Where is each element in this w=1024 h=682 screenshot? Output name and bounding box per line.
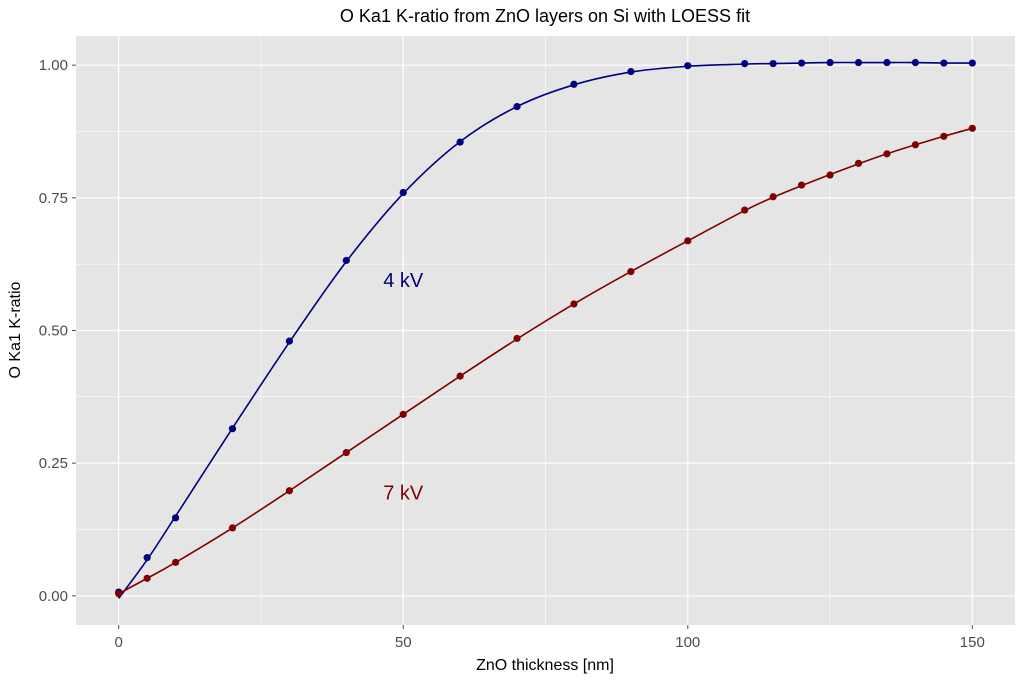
data-point-series-2 [826,171,834,179]
data-point-series-2 [883,150,891,158]
x-tick-label: 150 [960,634,985,651]
series-annotation: 4 kV [383,270,424,292]
data-point-series-2 [399,410,407,418]
data-point-series-1 [627,67,635,76]
data-point-series-2 [115,590,123,598]
data-point-series-2 [854,159,863,167]
data-point-series-2 [911,141,920,149]
data-point-series-2 [797,181,806,189]
x-tick-label: 100 [675,634,700,651]
data-point-series-2 [285,487,294,495]
data-point-series-1 [826,58,834,67]
data-point-series-1 [968,59,976,67]
data-point-series-2 [968,124,976,132]
data-point-series-1 [513,102,521,111]
loess-fit-lines [118,61,973,599]
annotations: 4 kV 7 kV [383,270,424,504]
data-point-series-1 [940,59,948,67]
data-point-series-1 [741,59,749,68]
y-tick-label: 0.50 [39,323,68,340]
y-tick-label: 0.25 [39,455,68,472]
fit-line-series-2 [118,127,973,595]
y-tick-label: 1.00 [39,57,68,74]
fit-line-series-1 [118,61,973,599]
data-point-series-2 [171,558,180,566]
data-point-series-1 [883,58,891,67]
data-point-series-1 [171,514,180,522]
data-point-series-2 [513,334,521,343]
data-point-series-1 [342,256,350,265]
data-point-series-1 [769,59,777,68]
data-point-series-1 [228,425,237,433]
y-tick-label: 0.75 [39,190,68,207]
data-point-series-2 [741,206,749,214]
data-point-series-1 [456,138,464,146]
data-point-series-1 [854,58,863,67]
data-point-series-2 [769,193,777,201]
x-tick-label: 0 [115,634,123,651]
x-tick-label: 50 [395,634,412,651]
data-point-series-1 [285,337,294,345]
y-tick-label: 0.00 [39,588,68,605]
data-point-series-1 [911,58,920,67]
y-axis: 0.00 0.25 0.50 0.75 1.00 [39,57,76,605]
data-point-series-2 [627,268,635,276]
x-axis-title: ZnO thickness [nm] [476,657,614,674]
data-point-series-2 [570,300,578,308]
data-point-series-1 [143,554,151,562]
data-point-series-2 [342,448,350,457]
x-axis: 0 50 100 150 [115,625,985,651]
data-point-series-2 [228,524,237,532]
data-point-series-2 [143,574,151,582]
data-point-series-1 [684,62,692,70]
data-point-series-1 [797,59,806,67]
data-point-series-2 [684,237,692,245]
data-points [115,58,976,598]
major-gridlines [76,36,1015,625]
series-annotation: 7 kV [383,482,424,504]
chart-title: O Ka1 K-ratio from ZnO layers on Si with… [340,6,750,26]
data-point-series-2 [456,372,464,380]
y-axis-title: O Ka1 K-ratio [7,281,24,378]
data-point-series-1 [570,80,578,88]
data-point-series-2 [940,132,948,140]
data-point-series-1 [399,188,407,197]
